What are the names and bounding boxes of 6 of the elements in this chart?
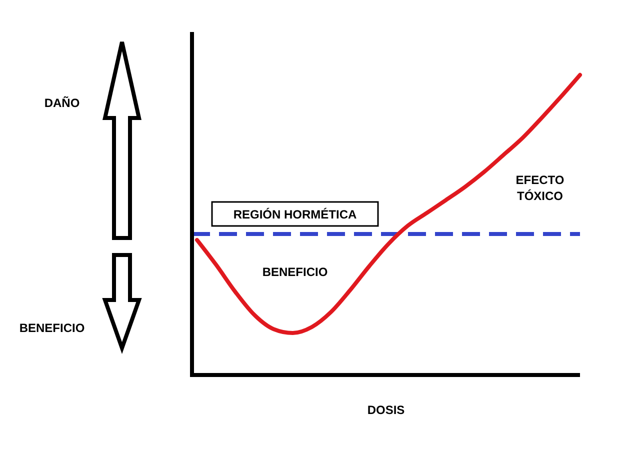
ref-line-label: REGIÓN HORMÉTICA [233, 207, 357, 222]
annotation: EFECTO TÓXICO [516, 173, 564, 203]
x-axis-title: DOSIS [367, 403, 405, 417]
text: DAÑO [44, 96, 80, 110]
annotation: BENEFICIO [262, 265, 328, 279]
text: BENEFICIO [19, 321, 85, 335]
